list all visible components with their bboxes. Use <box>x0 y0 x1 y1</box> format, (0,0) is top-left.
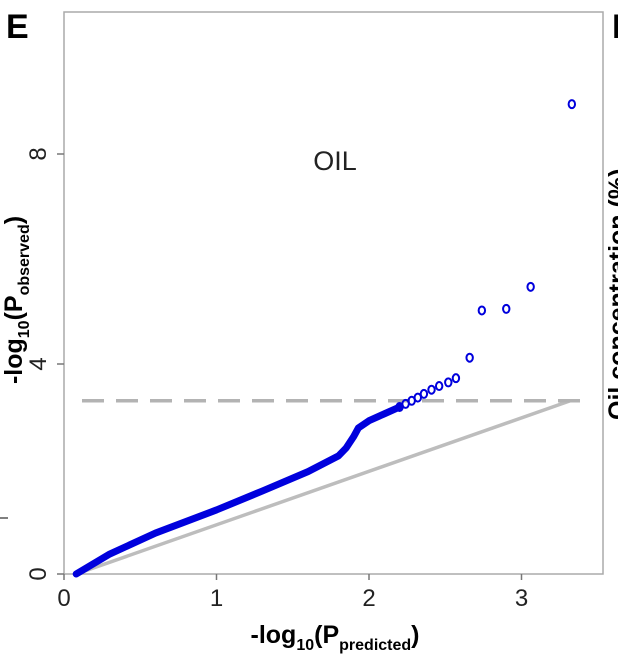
dense-points-band <box>72 403 403 578</box>
y-axis-title: -log10(Pobserved) <box>0 216 33 384</box>
data-point <box>419 388 429 399</box>
x-tick-label: 0 <box>57 585 70 612</box>
data-point <box>526 281 535 292</box>
y-tick-label: 4 <box>25 357 52 370</box>
next-panel-label: F <box>612 8 618 46</box>
x-tick-label: 3 <box>515 585 528 612</box>
data-points <box>395 99 577 413</box>
data-point <box>413 392 422 403</box>
data-point <box>451 373 461 384</box>
data-point <box>444 377 453 388</box>
svg-text:-log10(Pobserved): -log10(Pobserved) <box>0 216 33 384</box>
data-point <box>465 352 474 363</box>
data-point <box>434 381 444 392</box>
trait-annotation: OIL <box>313 146 357 176</box>
plot-frame <box>63 11 604 575</box>
y-axis-ticks: 0 4 8 <box>25 147 64 581</box>
svg-text:Oil concentration (%): Oil concentration (%) <box>604 169 618 420</box>
x-tick-label: 1 <box>210 585 223 612</box>
data-point <box>567 99 577 110</box>
next-panel-ylabel-fragment: Oil concentration (%) <box>604 169 618 420</box>
panel-label: E <box>6 8 29 46</box>
y-tick-label: 0 <box>25 567 52 580</box>
data-point <box>477 305 487 316</box>
data-point <box>427 384 436 395</box>
x-axis-ticks: 0 1 2 3 <box>57 574 528 612</box>
x-axis-title: -log10(Ppredicted) <box>251 621 420 654</box>
y-tick-label: 8 <box>25 147 52 160</box>
x-tick-label: 2 <box>362 585 375 612</box>
expected-diagonal-line <box>75 399 571 576</box>
data-point <box>502 303 511 314</box>
